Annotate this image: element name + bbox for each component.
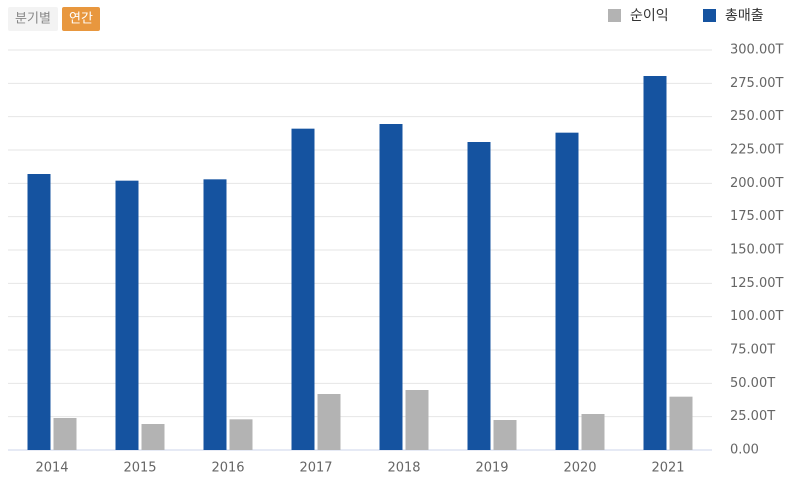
tab-button[interactable]	[62, 7, 100, 31]
bar	[643, 76, 667, 450]
legend-swatch	[703, 9, 716, 22]
y-tick-label: 175.00T	[730, 209, 783, 224]
bar	[291, 128, 315, 450]
y-tick-label: 300.00T	[730, 43, 783, 58]
y-tick-label: 275.00T	[730, 76, 783, 91]
y-tick-label: 100.00T	[730, 309, 783, 324]
bar	[555, 132, 579, 450]
bar	[467, 142, 491, 450]
bar	[141, 424, 165, 450]
y-tick-label: 225.00T	[730, 143, 783, 158]
bar	[379, 124, 403, 450]
bar	[115, 180, 139, 450]
x-tick-label: 2020	[563, 461, 596, 476]
y-tick-label: 50.00T	[730, 376, 775, 391]
bar	[203, 179, 227, 451]
y-tick-label: 75.00T	[730, 343, 775, 358]
y-tick-label: 200.00T	[730, 176, 783, 191]
y-tick-label: 250.00T	[730, 109, 783, 124]
bar	[229, 419, 253, 450]
bar	[53, 418, 77, 450]
tab-button[interactable]	[8, 7, 58, 31]
bar	[317, 394, 341, 450]
bar	[493, 420, 517, 450]
tab-label[interactable]: 분기별	[15, 12, 51, 27]
x-tick-label: 2021	[651, 461, 684, 476]
legend-swatch	[608, 9, 621, 22]
legend-label: 총매출	[725, 8, 764, 24]
y-tick-label: 25.00T	[730, 409, 775, 424]
x-tick-label: 2018	[387, 461, 420, 476]
tab-label[interactable]: 연간	[69, 12, 93, 27]
y-tick-label: 150.00T	[730, 243, 783, 258]
bar	[27, 174, 51, 450]
x-tick-label: 2019	[475, 461, 508, 476]
x-tick-label: 2015	[123, 461, 156, 476]
x-tick-label: 2017	[299, 461, 332, 476]
x-tick-label: 2016	[211, 461, 244, 476]
legend-label: 순이익	[630, 8, 669, 24]
y-tick-label: 0.00	[730, 443, 759, 458]
bar	[581, 414, 605, 450]
bar	[405, 390, 429, 450]
bar	[669, 396, 693, 450]
x-tick-label: 2014	[35, 461, 68, 476]
y-tick-label: 125.00T	[730, 276, 783, 291]
